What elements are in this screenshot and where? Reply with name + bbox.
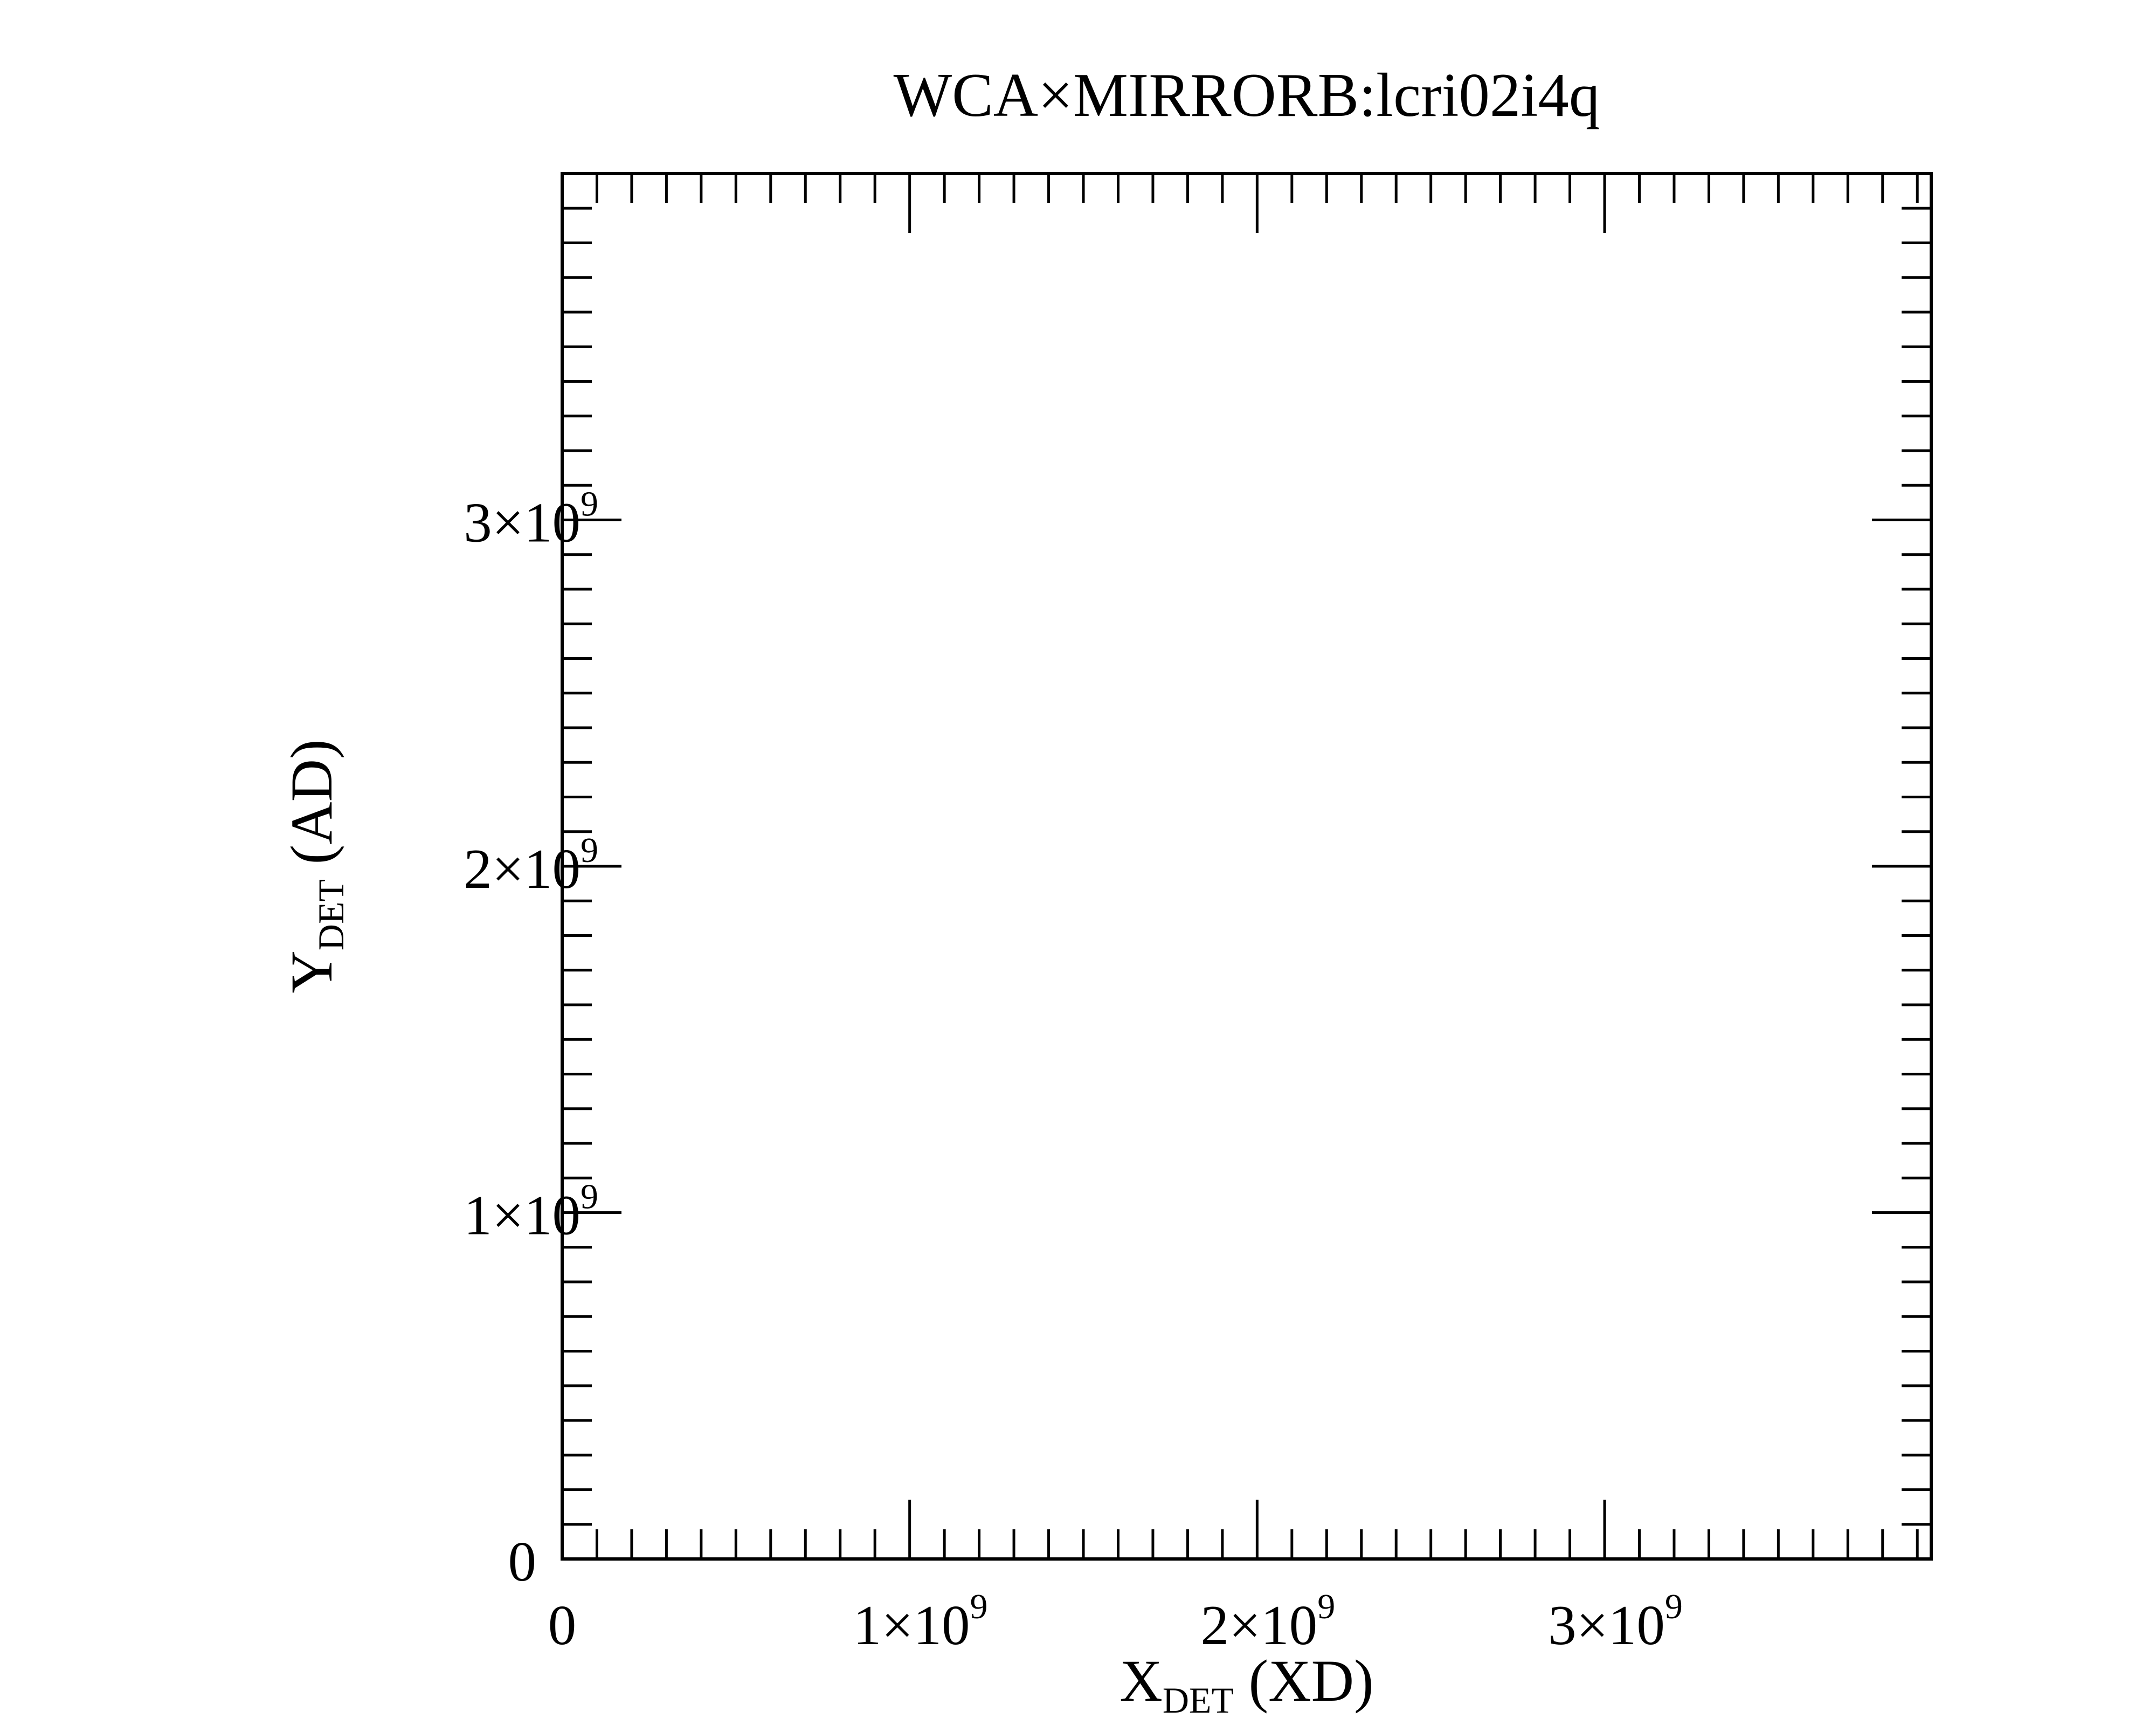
y-tick-label: 3×109 — [464, 485, 598, 554]
y-tick-label: 2×109 — [464, 831, 598, 900]
x-tick-label-base: 0 — [548, 1593, 577, 1657]
x-tick-label-exponent: 9 — [970, 1587, 988, 1626]
chart-title: WCA×MIRRORB:lcri02i4q — [894, 61, 1600, 129]
x-tick-label: 1×109 — [853, 1587, 988, 1657]
y-axis-label: YDET (AD) — [279, 739, 351, 993]
x-tick-label: 3×109 — [1548, 1587, 1683, 1657]
plot-frame — [561, 172, 1933, 1561]
x-tick-label-exponent: 9 — [1665, 1587, 1683, 1626]
y-axis-label-sub: DET — [310, 879, 351, 950]
y-tick-label-exponent: 9 — [581, 485, 598, 524]
x-axis-label-sub: DET — [1163, 1680, 1234, 1721]
x-axis-label: XDET (XD) — [1120, 1648, 1373, 1721]
y-tick-label: 0 — [508, 1530, 537, 1593]
x-axis-label-main: X — [1120, 1648, 1162, 1714]
y-axis-label-suffix: (AD) — [279, 739, 344, 879]
x-tick-label-base: 1×10 — [853, 1593, 970, 1657]
y-tick-label-base: 2×10 — [464, 837, 581, 900]
x-tick-label-base: 2×10 — [1200, 1593, 1317, 1657]
x-tick-label: 2×109 — [1200, 1587, 1335, 1657]
y-tick-label-base: 1×10 — [464, 1184, 581, 1247]
y-tick-label: 1×109 — [464, 1177, 598, 1247]
y-tick-label-exponent: 9 — [581, 1177, 598, 1217]
axis-ticks — [561, 172, 1931, 1561]
y-tick-label-base: 3×10 — [464, 491, 581, 554]
x-axis-label-suffix: (XD) — [1234, 1648, 1374, 1714]
x-tick-label-base: 3×10 — [1548, 1593, 1665, 1657]
x-tick-label-exponent: 9 — [1317, 1587, 1335, 1626]
x-tick-label: 0 — [548, 1593, 577, 1657]
y-axis-label-main: Y — [279, 950, 344, 993]
y-tick-label-exponent: 9 — [581, 831, 598, 870]
y-tick-label-base: 0 — [508, 1530, 537, 1593]
